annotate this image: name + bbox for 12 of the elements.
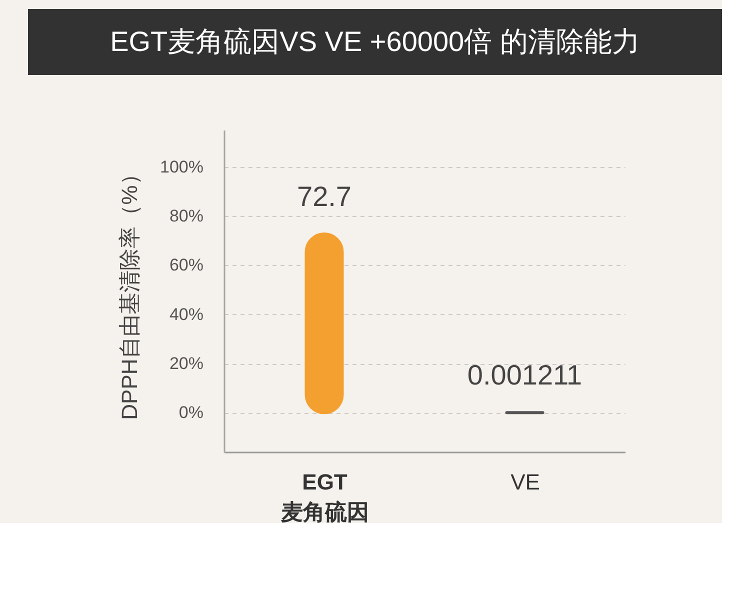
chart-title: EGT麦角硫因VS VE +60000倍 的清除能力	[110, 26, 640, 57]
y-tick-label: 80%	[169, 206, 204, 226]
y-tick-label: 100%	[160, 157, 204, 176]
y-axis-title: DPPH自由基清除率（%）	[117, 163, 142, 420]
data-label: 72.7	[297, 180, 352, 212]
data-label: 0.001211	[467, 360, 582, 391]
x-tick-label: EGT 麦角硫因	[280, 470, 369, 524]
x-tick-label: VE	[510, 470, 540, 494]
y-tick-label: 60%	[169, 256, 204, 275]
y-tick-label: 0%	[178, 403, 204, 422]
y-tick-label: 20%	[169, 354, 204, 374]
y-tick-label: 40%	[169, 304, 204, 324]
